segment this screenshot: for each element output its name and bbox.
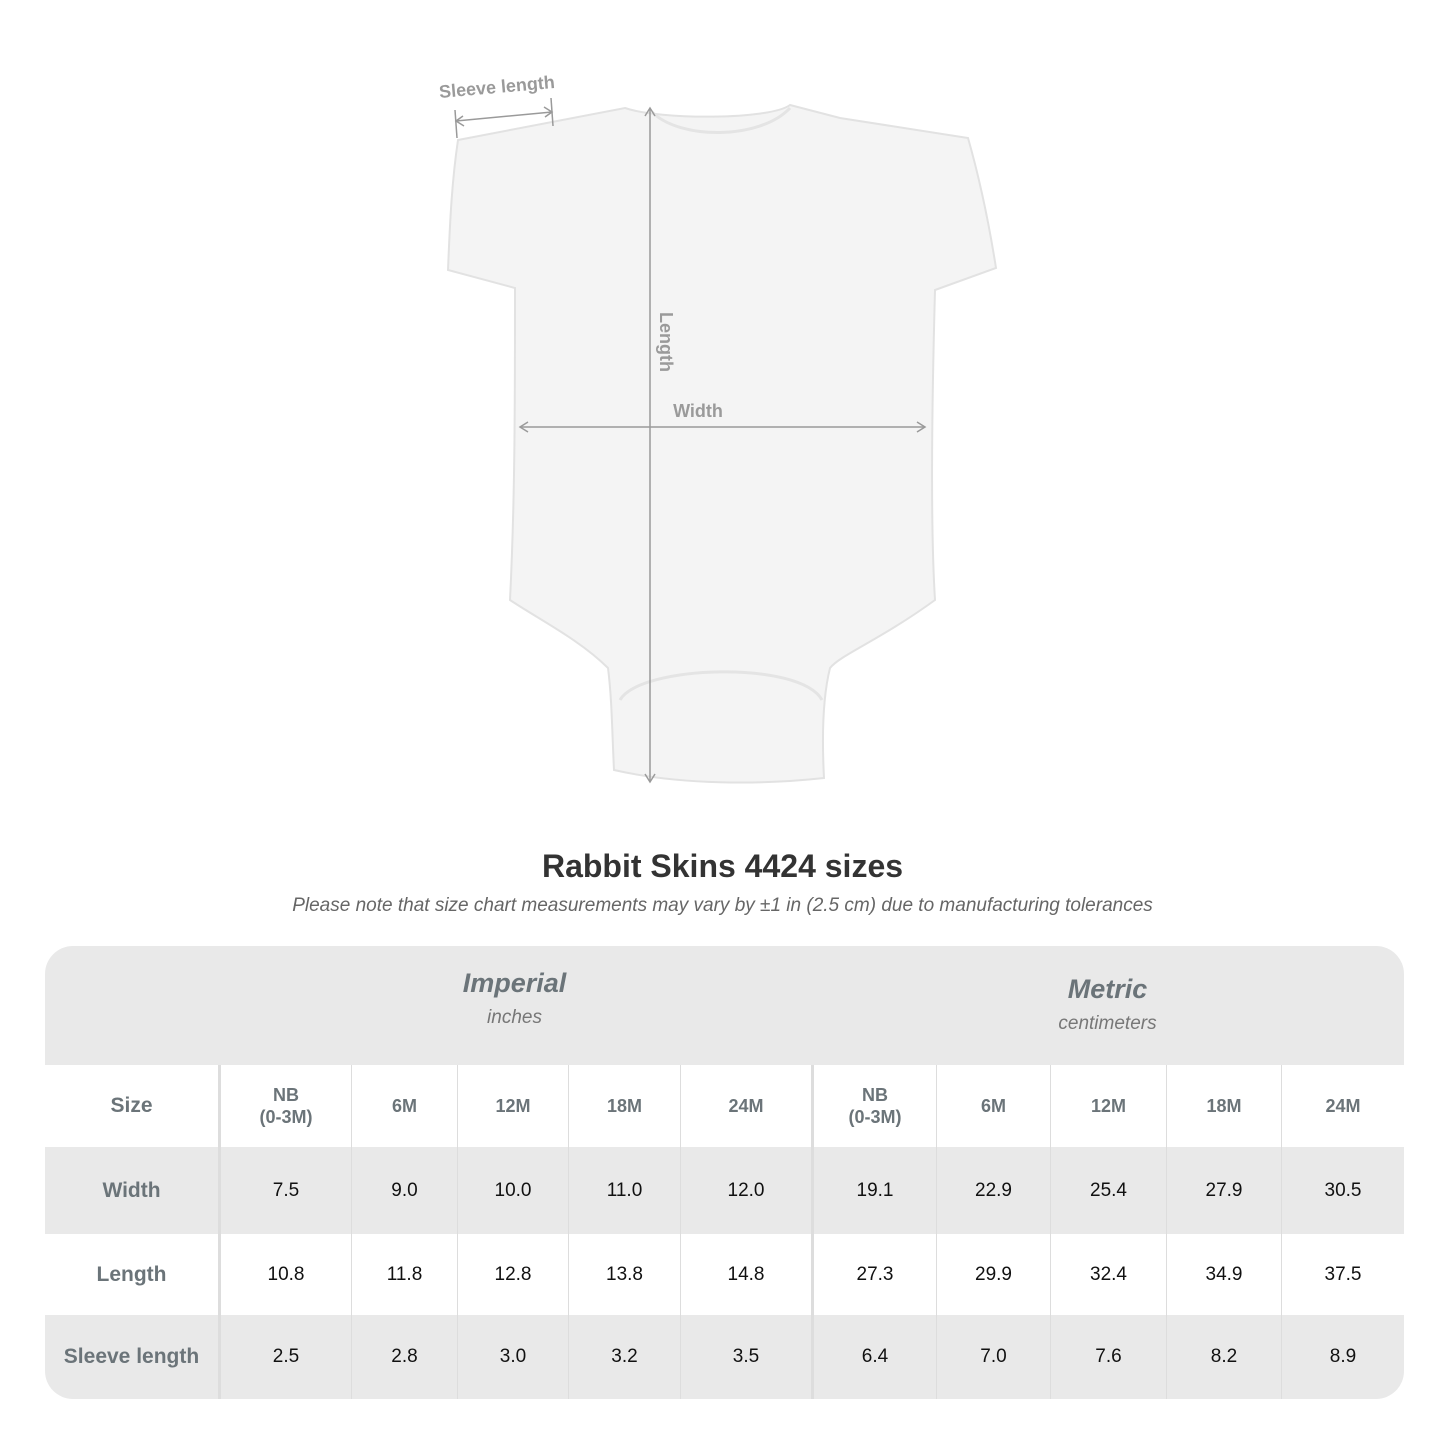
imperial-group: Imperial inches [218,968,811,1029]
group-unit: centimeters [1058,1013,1157,1034]
sleeve-length-label: Sleeve length [438,72,555,102]
size-header: 18M [568,1065,680,1147]
table-cell: 13.8 [568,1234,680,1315]
table-cell: 37.5 [1281,1234,1404,1315]
group-name: Metric [1067,974,1148,1004]
table-cell: 12.0 [680,1147,811,1234]
table-cell: 32.4 [1050,1234,1166,1315]
table-cell: 30.5 [1281,1147,1404,1234]
collar [650,106,792,134]
table-cell: 2.5 [218,1315,351,1399]
snap-flap [618,670,824,701]
table-cell: 27.9 [1166,1147,1281,1234]
table-cell: 7.5 [218,1147,351,1234]
size-label: Size [110,1094,153,1117]
table-cell: 25.4 [1050,1147,1166,1234]
size-header: NB (0-3M) [218,1065,351,1147]
size-header: 18M [1166,1065,1281,1147]
size-header-row: Size NB (0-3M) 6M 12M 18M 24M NB (0-3M) 6M 12M 18… [45,1065,1404,1147]
row-label: Sleeve length [63,1345,200,1368]
table-cell: 11.8 [351,1234,457,1315]
table-cell: 7.0 [936,1315,1050,1399]
table-cell: 27.3 [811,1234,936,1315]
table-cell: 10.8 [218,1234,351,1315]
table-cell: 8.9 [1281,1315,1404,1399]
size-header: NB (0-3M) [811,1065,936,1147]
table-cell: 3.5 [680,1315,811,1399]
table-cell: 7.6 [1050,1315,1166,1399]
table-row: Sleeve length 2.5 2.8 3.0 3.2 3.5 6.4 7.0 7.6 8.2… [45,1315,1404,1399]
table-row: Length 10.8 11.8 12.8 13.8 14.8 27.3 29.9 32.4 34… [45,1234,1404,1315]
table-cell: 6.4 [811,1315,936,1399]
tolerance-note: Please note that size chart measurements… [292,895,1153,916]
table-cell: 8.2 [1166,1315,1281,1399]
table-cell: 10.0 [457,1147,568,1234]
size-header: 24M [680,1065,811,1147]
size-header: 6M [351,1065,457,1147]
row-label: Width [102,1178,161,1202]
table-cell: 34.9 [1166,1234,1281,1315]
table-cell: 9.0 [351,1147,457,1234]
size-header: 24M [1281,1065,1404,1147]
sleeve-length-arrow [455,111,553,122]
metric-group: Metric centimeters [811,974,1404,1035]
table-cell: 22.9 [936,1147,1050,1234]
unit-header: Imperial inches Metric centimeters [45,946,1404,1065]
table-cell: 11.0 [568,1147,680,1234]
size-table: Imperial inches Metric centimeters Size N… [45,946,1404,1399]
length-label: Length [656,312,676,372]
table-cell: 3.2 [568,1315,680,1399]
group-unit: inches [487,1007,542,1028]
table-cell: 19.1 [811,1147,936,1234]
size-header: 12M [1050,1065,1166,1147]
table-row: Width 7.5 9.0 10.0 11.0 12.0 19.1 22.9 25.4 27.9 3… [45,1147,1404,1234]
chart-title: Rabbit Skins 4424 sizes [541,848,904,884]
table-cell: 3.0 [457,1315,568,1399]
onesie-diagram: Sleeve length Length Width [438,72,998,784]
width-label: Width [673,401,723,421]
row-label: Length [96,1262,167,1286]
size-header: 6M [936,1065,1050,1147]
table-cell: 2.8 [351,1315,457,1399]
group-name: Imperial [462,968,567,998]
table-cell: 14.8 [680,1234,811,1315]
onesie-illustration [446,103,998,784]
table-cell: 29.9 [936,1234,1050,1315]
table-cell: 12.8 [457,1234,568,1315]
size-header: 12M [457,1065,568,1147]
